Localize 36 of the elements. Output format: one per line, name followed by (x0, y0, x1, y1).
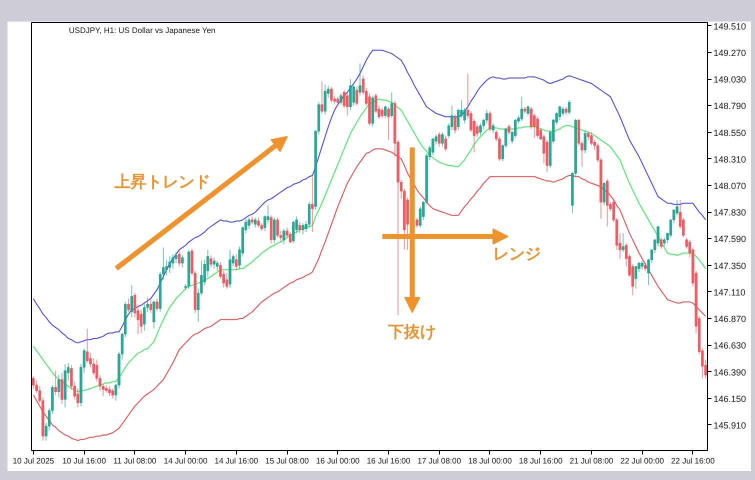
x-tick-label: 21 Jul 08:00 (570, 456, 614, 466)
x-tick-label: 16 Jul 16:00 (366, 456, 411, 466)
y-tick-label: 147.110 (714, 287, 746, 298)
line-series (32, 148, 706, 442)
x-tick-label: 22 Jul 00:00 (620, 456, 665, 466)
y-tick-label: 149.030 (714, 74, 746, 85)
x-tick-label: 10 Jul 16:00 (62, 456, 106, 466)
x-tick-label: 11 Jul 08:00 (113, 456, 157, 466)
x-tick-label: 15 Jul 08:00 (265, 456, 310, 466)
y-tick-label: 147.830 (714, 208, 746, 218)
annotation: レンジ (493, 244, 542, 263)
x-tick-label: 16 Jul 00:00 (316, 456, 360, 466)
y-tick-label: 147.350 (714, 260, 746, 271)
x-tick-label: 18 Jul 00:00 (468, 456, 512, 466)
y-tick-label: 148.310 (714, 154, 746, 164)
line-series (32, 50, 706, 344)
annotation: 上昇トレンド (113, 172, 210, 191)
y-tick-label: 149.270 (714, 48, 746, 58)
x-tick-label: 10 Jul 2025 (12, 456, 55, 466)
y-tick-label: 146.630 (714, 340, 746, 351)
x-tick-label: 22 Jul 16:00 (671, 456, 716, 466)
x-tick-label: 14 Jul 00:00 (164, 456, 208, 466)
y-tick-label: 146.870 (714, 314, 746, 324)
x-tick-label: 18 Jul 16:00 (518, 456, 564, 466)
y-tick-label: 147.590 (714, 234, 746, 244)
y-tick-label: 146.390 (714, 367, 746, 378)
y-tick-label: 146.150 (714, 394, 746, 404)
y-tick-label: 148.070 (714, 180, 746, 191)
y-tick-label: 148.550 (714, 128, 746, 138)
chart-title: USDJPY, H1: US Dollar vs Japanese Yen (68, 26, 216, 36)
y-tick-label: 145.910 (714, 420, 746, 430)
x-tick-label: 14 Jul 16:00 (214, 456, 259, 466)
x-tick-label: 17 Jul 08:00 (417, 456, 462, 466)
annotation: 下抜け (386, 322, 436, 342)
y-tick-label: 148.790 (714, 101, 746, 112)
y-tick-label: 149.510 (714, 21, 746, 32)
